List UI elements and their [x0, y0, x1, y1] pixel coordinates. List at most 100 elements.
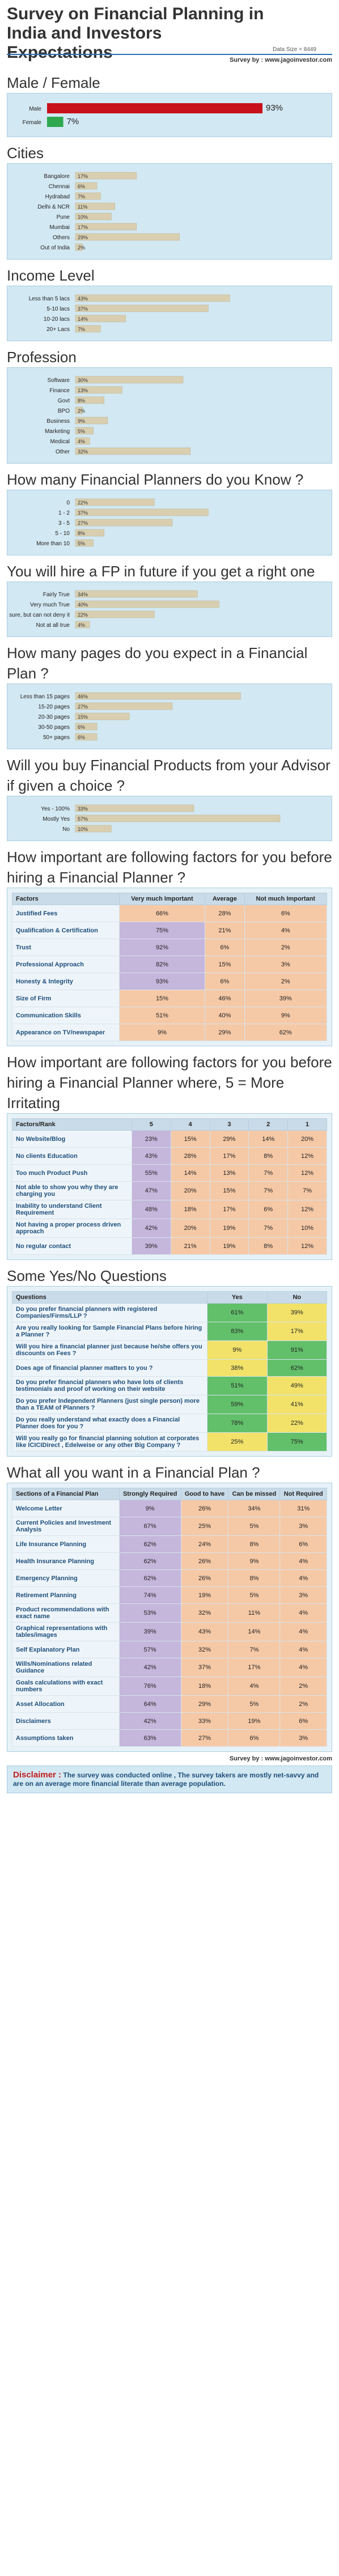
header-divider — [7, 54, 332, 55]
value-label: 32% — [78, 449, 88, 455]
table-row: No regular contact 39% 21% 19% 8% 12% — [12, 1237, 327, 1255]
section-title: How important are following factors for … — [7, 1054, 332, 1111]
bar — [75, 304, 209, 312]
section-3: Profession Software 30% Finance 13% Govt 8% BPO… — [0, 347, 339, 464]
value-label: 22% — [78, 500, 88, 506]
table-cell: 19% — [180, 1586, 229, 1604]
table-row: Do you prefer Independent Planners (just… — [11, 1395, 328, 1414]
table-cell: 9% — [118, 1024, 206, 1041]
category-label: Software — [48, 377, 70, 384]
category-label: Marketing — [45, 428, 70, 435]
table-cell: 47% — [131, 1181, 171, 1200]
row-label: Assumptions taken — [12, 1729, 120, 1747]
value-label: 22% — [78, 612, 88, 618]
table-cell: 28% — [170, 1147, 210, 1165]
category-label: Medical — [50, 439, 70, 445]
table-panel: Factors Very much Important Average Not muc… — [7, 888, 332, 1046]
table-cell: 3% — [279, 1517, 327, 1536]
category-label: Pune — [57, 214, 70, 220]
category-label: Hydrabad — [45, 194, 70, 200]
table-cell: 17% — [209, 1200, 249, 1219]
table-cell: 19% — [209, 1219, 249, 1238]
category-label: No — [62, 826, 70, 833]
bar-chart: Male 93% Female 7% — [23, 103, 283, 127]
row-label: Qualification & Certification — [12, 922, 120, 939]
table-cell: 2% — [244, 973, 328, 990]
table-row: Life Insurance Planning 62% 24% 8% 6% — [12, 1535, 327, 1553]
section-5: You will hire a FP in future if you get … — [0, 561, 339, 637]
column-header: Can be missed — [228, 1488, 281, 1500]
table-row: Trust 92% 6% 2% — [12, 939, 328, 956]
bar — [75, 243, 83, 251]
survey-by-link[interactable]: Survey by : www.jagoinvestor.com — [229, 57, 332, 63]
category-label: Govt — [58, 398, 70, 404]
section-title: Some Yes/No Questions — [7, 1267, 167, 1284]
bar-chart: Yes - 100% 33% Mostly Yes 57% No 10% — [41, 804, 281, 833]
table-cell: 39% — [118, 1622, 181, 1641]
table-row: Assumptions taken 63% 27% 6% 3% — [12, 1729, 327, 1747]
value-label: 2% — [78, 245, 85, 251]
column-header: Average — [205, 893, 245, 905]
column-header: Good to have — [180, 1488, 229, 1500]
table-row: Size of Firm 15% 46% 39% — [12, 990, 328, 1007]
disclaimer-text: The survey was conducted online , The su… — [13, 1771, 319, 1788]
table-cell: 25% — [207, 1432, 268, 1452]
table-cell: 39% — [131, 1237, 171, 1255]
section-title: You will hire a FP in future if you get … — [7, 563, 315, 580]
bar-chart: Less than 15 pages 46% 15-20 pages 27% 20-30… — [20, 692, 241, 741]
table-cell: 34% — [228, 1500, 281, 1517]
bar — [75, 508, 209, 516]
bar-chart-panel: Yes - 100% 33% Mostly Yes 57% No 10% — [7, 796, 332, 841]
column-header: Not much Important — [244, 893, 328, 905]
table-cell: 59% — [207, 1395, 268, 1414]
table-cell: 67% — [118, 1517, 181, 1536]
value-label: 2% — [78, 408, 85, 414]
category-label: 20-30 pages — [38, 714, 70, 720]
category-label: Out of India — [40, 245, 70, 251]
row-label: Wills/Nominations related Guidance — [12, 1658, 120, 1677]
table-cell: 74% — [118, 1586, 181, 1604]
bar-chart-panel: Software 30% Finance 13% Govt 8% BPO 2% Business… — [7, 367, 332, 464]
category-label: 5 - 10 — [55, 531, 70, 537]
value-label: 30% — [78, 377, 88, 383]
bar — [75, 804, 194, 812]
table-cell: 4% — [279, 1658, 327, 1677]
category-label: Not at all true — [36, 622, 70, 629]
row-label: Appearance on TV/newspaper — [12, 1024, 120, 1041]
column-header: Factors — [12, 893, 120, 905]
value-label: 4% — [78, 439, 85, 444]
table-cell: 25% — [180, 1517, 229, 1536]
table-row: Health Insurance Planning 62% 26% 9% 4% — [12, 1552, 327, 1570]
row-label: Are you really looking for Sample Financ… — [11, 1322, 208, 1341]
bar — [75, 814, 281, 822]
footer-survey-by[interactable]: Survey by : www.jagoinvestor.com — [229, 1755, 332, 1762]
table-row: Wills/Nominations related Guidance 42% 37%… — [12, 1658, 327, 1677]
row-label: Professional Approach — [12, 956, 120, 973]
table-cell: 2% — [279, 1695, 327, 1713]
value-label: 10% — [78, 826, 88, 832]
value-label: 7% — [78, 194, 85, 200]
bar — [75, 233, 180, 241]
row-label: Do you prefer Independent Planners (just… — [11, 1395, 208, 1414]
table-cell: 22% — [266, 1414, 328, 1433]
table-cell: 43% — [131, 1147, 171, 1165]
bar-chart: Software 30% Finance 13% Govt 8% BPO 2% Business… — [45, 376, 190, 455]
table-cell: 5% — [228, 1695, 281, 1713]
table-cell: 4% — [279, 1622, 327, 1641]
table-cell: 7% — [287, 1181, 327, 1200]
bar — [75, 712, 130, 720]
section-7: Will you buy Financial Products from you… — [0, 755, 339, 841]
value-label: 33% — [78, 806, 88, 812]
table-cell: 9% — [228, 1552, 281, 1570]
table-cell: 62% — [118, 1569, 181, 1587]
table-cell: 51% — [207, 1376, 268, 1395]
category-label: 0 — [66, 500, 70, 506]
table-cell: 61% — [207, 1303, 268, 1322]
row-label: Do you prefer financial planners who hav… — [11, 1376, 208, 1395]
table-cell: 15% — [170, 1130, 210, 1148]
table-row: Does age of financial planner matters to… — [11, 1359, 328, 1377]
category-label: Mostly Yes — [43, 816, 70, 822]
table-cell: 13% — [209, 1164, 249, 1182]
bar — [75, 417, 108, 425]
